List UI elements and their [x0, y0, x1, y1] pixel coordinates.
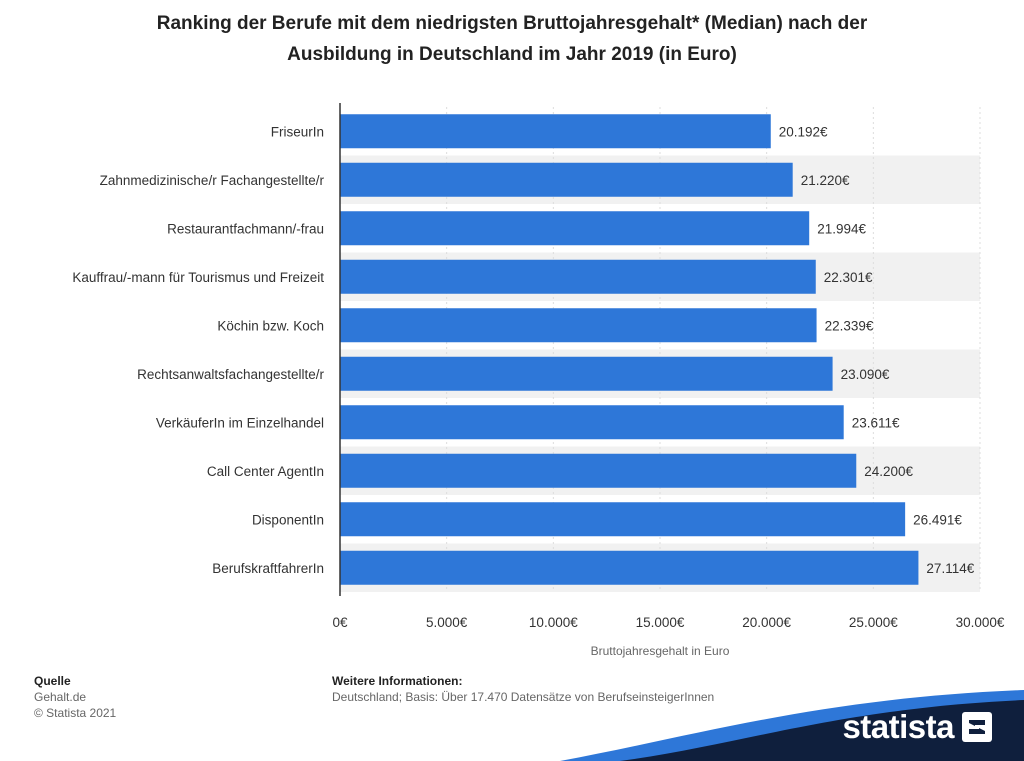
value-label: 22.301€: [824, 270, 873, 285]
bar-chart: FriseurIn Zahnmedizinische/r Fachangestel…: [72, 103, 1005, 658]
category-label: Restaurantfachmann/-frau: [167, 221, 324, 236]
value-label: 22.339€: [825, 318, 874, 333]
source-heading: Quelle: [34, 674, 71, 688]
category-labels: FriseurIn Zahnmedizinische/r Fachangestel…: [72, 124, 324, 576]
x-tick-label: 25.000€: [849, 615, 898, 630]
x-tick-label: 0€: [332, 615, 348, 630]
category-label: Kauffrau/-mann für Tourismus und Freizei…: [72, 270, 324, 285]
chart-title-line-2: Ausbildung in Deutschland im Jahr 2019 (…: [287, 44, 737, 65]
bar[interactable]: [340, 453, 857, 488]
category-label: BerufskraftfahrerIn: [212, 561, 324, 576]
copyright-text: © Statista 2021: [34, 706, 117, 720]
category-label: DisponentIn: [252, 512, 324, 527]
value-label: 27.114€: [926, 561, 974, 576]
value-label: 20.192€: [779, 124, 828, 139]
info-heading: Weitere Informationen:: [332, 674, 463, 688]
value-label: 23.611€: [852, 415, 900, 430]
chart-title-line-1: Ranking der Berufe mit dem niedrigsten B…: [156, 13, 868, 34]
x-tick-label: 30.000€: [956, 615, 1005, 630]
bar[interactable]: [340, 405, 844, 440]
x-tick-label: 5.000€: [426, 615, 468, 630]
source-link[interactable]: Gehalt.de: [34, 690, 87, 704]
brand-band-dark: [620, 700, 1024, 761]
info-text: Deutschland; Basis: Über 17.470 Datensät…: [332, 690, 715, 704]
x-tick-label: 10.000€: [529, 615, 578, 630]
bar[interactable]: [340, 162, 793, 197]
bar[interactable]: [340, 211, 810, 246]
statista-logo-icon: [962, 712, 992, 742]
bar[interactable]: [340, 308, 817, 343]
bar[interactable]: [340, 550, 919, 585]
value-label: 21.220€: [801, 173, 850, 188]
bar[interactable]: [340, 502, 906, 537]
x-tick-labels: 0€ 5.000€ 10.000€ 15.000€ 20.000€ 25.000€ 30.0…: [332, 615, 1004, 630]
bar[interactable]: [340, 114, 771, 149]
bar[interactable]: [340, 259, 816, 294]
value-labels: 20.192€ 21.220€ 21.994€ 22.301€ 22.339€ 23.09…: [779, 124, 975, 576]
value-label: 26.491€: [913, 512, 962, 527]
bar[interactable]: [340, 356, 833, 391]
category-label: Call Center AgentIn: [207, 464, 324, 479]
value-label: 21.994€: [817, 221, 866, 236]
x-tick-label: 20.000€: [742, 615, 791, 630]
category-label: Rechtsanwaltsfachangestellte/r: [137, 367, 324, 382]
category-label: Köchin bzw. Koch: [217, 318, 324, 333]
category-label: VerkäuferIn im Einzelhandel: [156, 415, 324, 430]
value-label: 24.200€: [864, 464, 913, 479]
category-label: Zahnmedizinische/r Fachangestellte/r: [100, 173, 325, 188]
statista-logo[interactable]: statista: [842, 707, 992, 747]
value-label: 23.090€: [841, 367, 890, 382]
chart-title: Ranking der Berufe mit dem niedrigsten B…: [40, 8, 984, 70]
x-axis-label: Bruttojahresgehalt in Euro: [591, 644, 730, 658]
bars: [340, 114, 919, 585]
x-tick-label: 15.000€: [636, 615, 685, 630]
category-label: FriseurIn: [271, 124, 324, 139]
brand-name: statista: [842, 708, 954, 745]
